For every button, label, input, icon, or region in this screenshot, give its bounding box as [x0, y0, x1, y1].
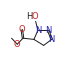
Text: O: O: [14, 40, 21, 49]
Text: H: H: [26, 12, 32, 21]
Text: N: N: [45, 26, 51, 35]
Text: N: N: [48, 35, 55, 44]
Text: N: N: [35, 26, 41, 35]
Text: O: O: [19, 25, 25, 34]
Text: O: O: [31, 12, 38, 21]
